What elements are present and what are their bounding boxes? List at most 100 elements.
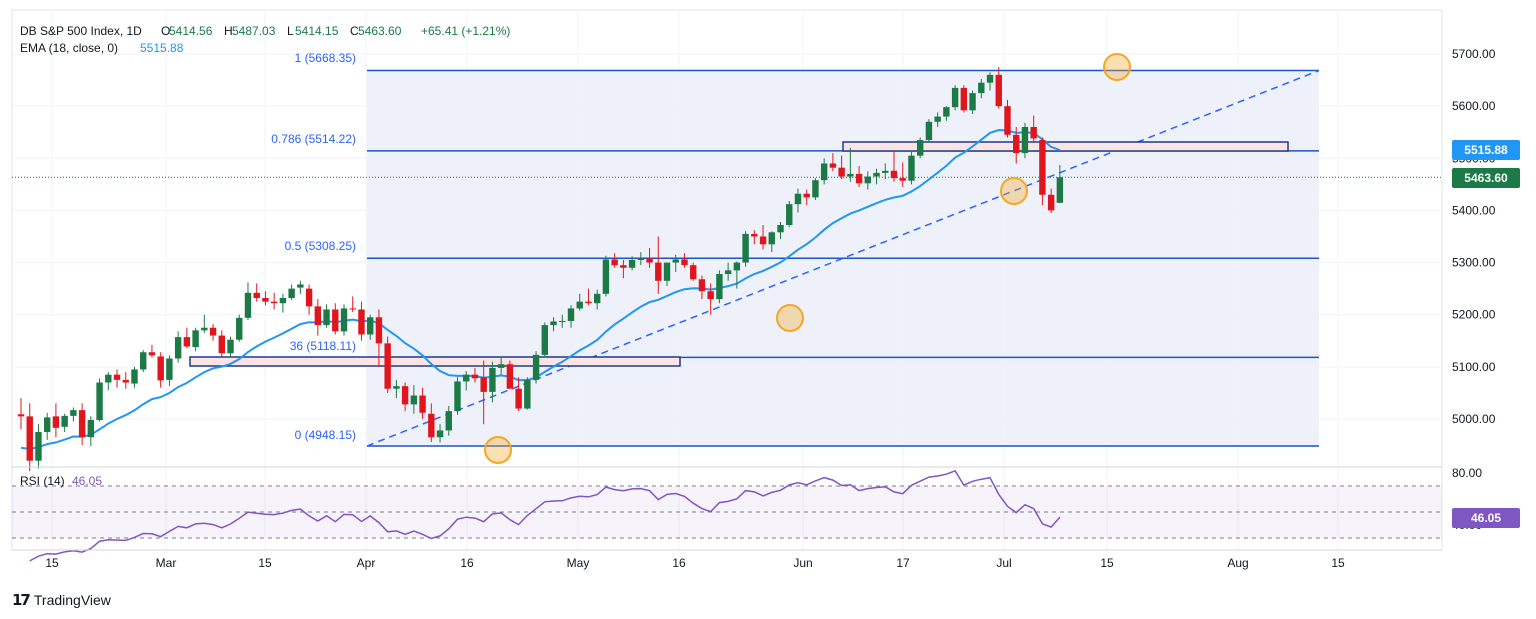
rsi-legend-value: 46.05 [72, 474, 102, 488]
candle-body [567, 308, 575, 321]
price-tick-4: 5300.00 [1452, 256, 1496, 270]
candle-body [724, 270, 732, 275]
candle-9 [96, 378, 103, 422]
candle-47 [428, 403, 435, 442]
candle-body [969, 93, 976, 111]
candle-body [157, 356, 164, 381]
candle-body [655, 262, 662, 281]
candle-body [559, 320, 566, 322]
candle-body [576, 301, 583, 309]
candle-11 [113, 369, 121, 388]
candle-93 [829, 153, 837, 172]
candle-101 [899, 162, 906, 187]
candle-body [410, 395, 418, 405]
candle-80 [716, 270, 723, 304]
candle-30 [279, 293, 287, 313]
candle-85 [759, 225, 767, 250]
candle-78 [698, 275, 706, 300]
fib-label-05: 0.5 (5308.25) [285, 239, 356, 253]
candle-body [358, 309, 365, 335]
candle-77 [690, 262, 697, 281]
candle-body [26, 416, 33, 461]
candle-body [611, 259, 618, 266]
tradingview-logo-icon: 17 [12, 591, 31, 609]
candle-76 [681, 253, 688, 268]
candle-body [1021, 126, 1029, 154]
candle-10 [105, 372, 112, 391]
candle-body [925, 121, 933, 141]
candle-6 [70, 407, 77, 422]
ohlc-key-o: O [161, 24, 170, 38]
candle-body [52, 416, 60, 428]
candle-body [803, 193, 810, 198]
candle-body [951, 87, 959, 108]
candle-body [497, 364, 505, 368]
candle-body [690, 265, 697, 280]
candle-69 [620, 259, 627, 279]
ohlc-value-o: 5414.56 [169, 24, 213, 38]
candle-26 [244, 282, 252, 320]
candle-50 [454, 377, 461, 415]
ohlc-key-c: C [350, 24, 359, 38]
price-change: +65.41 (+1.21%) [421, 24, 510, 38]
candle-body [873, 172, 880, 177]
tradingview-brand[interactable]: 17 TradingView [12, 591, 111, 609]
candle-68 [611, 253, 618, 268]
candle-body [777, 225, 784, 233]
candle-4 [52, 403, 60, 438]
candle-66 [593, 289, 601, 310]
candle-107 [951, 85, 959, 111]
candle-body [297, 284, 304, 288]
candle-body [890, 170, 898, 179]
candle-25 [236, 314, 243, 342]
candle-18 [174, 331, 182, 363]
time-tick-4: 16 [460, 556, 474, 570]
candle-38 [349, 296, 356, 313]
highlight-circle-1 [776, 304, 804, 332]
candle-19 [183, 327, 191, 349]
candle-body [323, 309, 330, 326]
candle-body [916, 140, 924, 156]
svg-text:5463.60: 5463.60 [1464, 171, 1508, 185]
ema-path [20, 128, 1061, 451]
candle-body [209, 327, 217, 336]
time-axis[interactable]: 15 Mar 15 Apr 16 May 16 Jun 17 Jul 15 Aug 15 [12, 549, 1442, 570]
svg-text:5515.88: 5515.88 [1464, 143, 1508, 157]
candle-113 [1004, 99, 1011, 138]
candle-body [1004, 106, 1011, 135]
candle-119 [1056, 165, 1064, 204]
candle-31 [288, 284, 295, 301]
candle-body [428, 413, 435, 438]
candle-43 [393, 379, 400, 399]
candle-body [663, 262, 671, 281]
support-zone-box [189, 356, 681, 367]
candle-body [463, 374, 470, 382]
candle-56 [506, 360, 514, 389]
candle-52 [471, 367, 479, 383]
candle-106 [943, 106, 950, 121]
price-chart[interactable]: 5700.005600.005500.005400.005300.005200.… [0, 0, 1536, 587]
candle-body [61, 415, 68, 427]
candle-17 [166, 355, 173, 387]
candle-104 [925, 119, 933, 143]
candle-112 [995, 67, 1002, 109]
highlight-circle-2 [1000, 177, 1028, 205]
candle-body [742, 233, 749, 263]
candle-36 [332, 303, 339, 335]
candle-body [192, 330, 199, 348]
resistance-zone-box [842, 141, 1289, 152]
candle-body [105, 374, 112, 383]
candle-64 [576, 293, 583, 311]
candle-body [78, 410, 86, 438]
candle-3 [43, 412, 51, 440]
candle-28 [262, 291, 269, 306]
candle-body [943, 107, 950, 117]
candle-79 [707, 283, 714, 315]
candle-14 [140, 350, 147, 373]
price-tick-6: 5100.00 [1452, 360, 1496, 374]
candle-49 [445, 405, 452, 436]
candle-body [978, 82, 985, 94]
ohlc-key-l: L [287, 24, 294, 38]
candle-71 [637, 252, 645, 266]
candle-37 [340, 304, 348, 336]
